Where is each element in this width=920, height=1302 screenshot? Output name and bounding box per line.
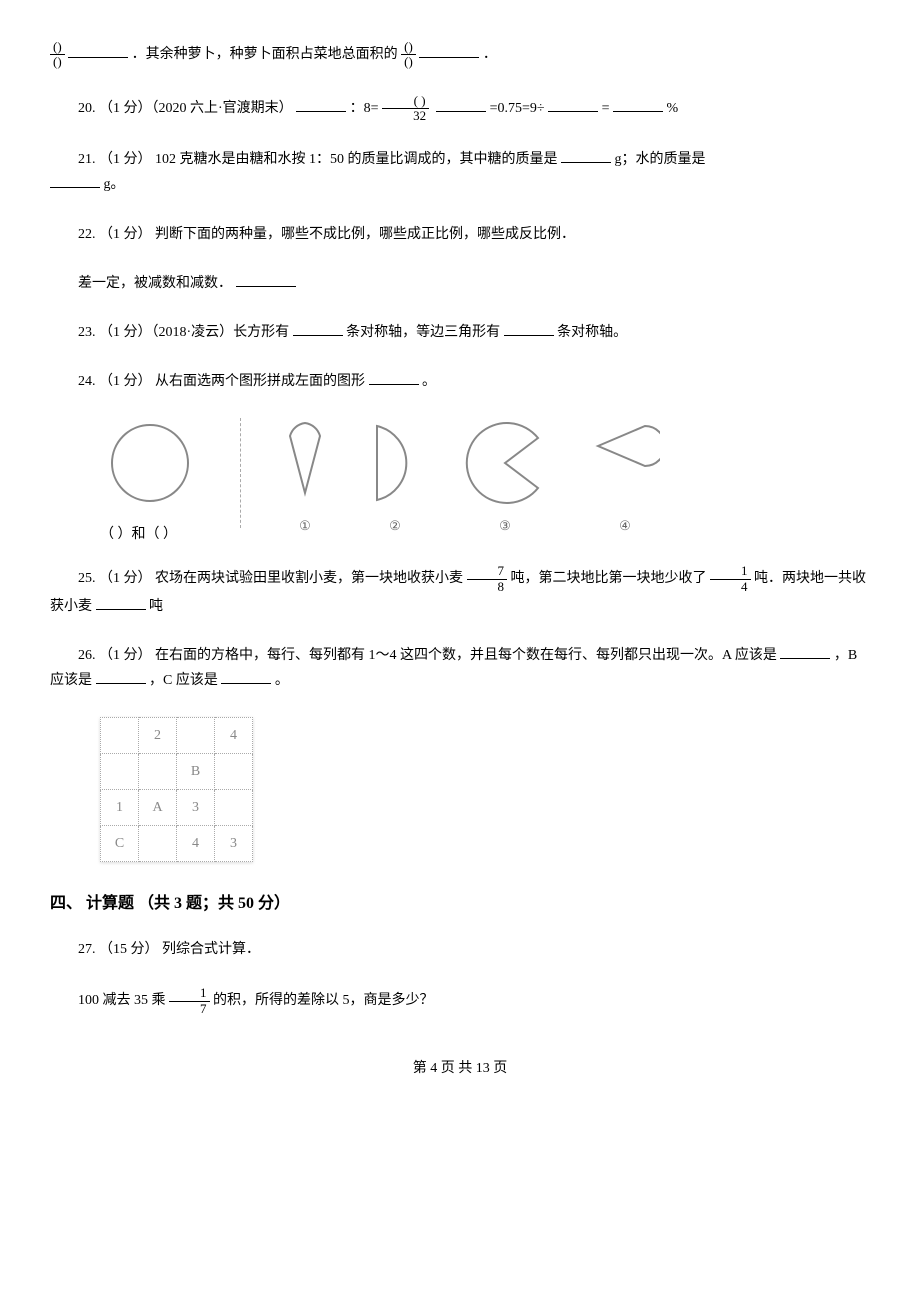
shape-label: ③ [460, 514, 550, 537]
blank [561, 147, 611, 163]
grid-cell [177, 718, 215, 754]
text: 吨 [149, 599, 163, 614]
shape-3: ③ [460, 418, 550, 537]
pacman-icon [460, 418, 550, 508]
circle-icon [100, 418, 200, 518]
table-row: B [101, 754, 253, 790]
text: ．其余种萝卜，种萝卜面积占菜地总面积的 [132, 47, 398, 62]
table-row: 2 4 [101, 718, 253, 754]
grid-cell: 1 [101, 790, 139, 826]
blank [236, 271, 296, 287]
fraction-blank-2: () () [401, 40, 416, 70]
section-4-title: 四、 计算题 （共 3 题；共 50 分） [50, 890, 870, 919]
grid-cell: C [101, 826, 139, 862]
q-prefix: 24. （1 分） 从右面选两个图形拼成左面的图形 [78, 374, 365, 389]
text: g；水的质量是 [615, 152, 706, 167]
grid-puzzle: 2 4 B 1 A 3 C 4 3 [100, 717, 253, 862]
text: 的积，所得的差除以 5，商是多少？ [213, 993, 434, 1008]
shape-label: ① [280, 514, 330, 537]
question-26: 26. （1 分） 在右面的方格中，每行、每列都有 1～4 这四个数，并且每个数… [50, 643, 870, 693]
grid-cell: 3 [177, 790, 215, 826]
text: g。 [104, 177, 125, 192]
grid-cell [215, 754, 253, 790]
text: ． [483, 47, 497, 62]
q-prefix: 20. （1 分）（2020 六上·官渡期末） [78, 101, 293, 116]
teardrop-icon [590, 418, 660, 508]
page-footer: 第 4 页 共 13 页 [50, 1056, 870, 1081]
blank [504, 320, 554, 336]
shape-2: ② [365, 418, 425, 537]
question-25: 25. （1 分） 农场在两块试验田里收割小麦，第一块地收获小麦 7 8 吨，第… [50, 564, 870, 619]
grid-cell: B [177, 754, 215, 790]
shapes-row: （ ）和（ ） ① ② ③ ④ [100, 418, 870, 548]
text: 条对称轴。 [557, 325, 627, 340]
blank [293, 320, 343, 336]
grid-cell: 3 [215, 826, 253, 862]
wedge-icon [280, 418, 330, 508]
blank [780, 643, 830, 659]
fraction: 1 4 [710, 564, 751, 594]
continuation-text: () () ．其余种萝卜，种萝卜面积占菜地总面积的 () () ． [50, 40, 870, 70]
shape-label: ② [365, 514, 425, 537]
table-row: C 4 3 [101, 826, 253, 862]
q-prefix: 23. （1 分）（2018·凌云）长方形有 [78, 325, 289, 340]
question-20: 20. （1 分）（2020 六上·官渡期末） ：8= ( ) 32 =0.75… [50, 94, 870, 124]
blank [613, 96, 663, 112]
question-24: 24. （1 分） 从右面选两个图形拼成左面的图形 。 [50, 369, 870, 394]
q-prefix: 26. （1 分） 在右面的方格中，每行、每列都有 1～4 这四个数，并且每个数… [78, 648, 777, 663]
text: 吨，第二块地比第一块地少收了 [511, 571, 707, 586]
text: 。 [422, 374, 436, 389]
grid-cell [139, 826, 177, 862]
text: ，C 应该是 [149, 673, 218, 688]
q-prefix: 27. （15 分） 列综合式计算． [78, 942, 260, 957]
text: 差一定，被减数和减数． [78, 276, 232, 291]
blank [96, 594, 146, 610]
fraction: ( ) 32 [382, 94, 429, 124]
grid-cell: 4 [215, 718, 253, 754]
grid-cell [101, 718, 139, 754]
question-21: 21. （1 分） 102 克糖水是由糖和水按 1：50 的质量比调成的，其中糖… [50, 147, 870, 197]
grid-cell [139, 754, 177, 790]
blank [419, 42, 479, 58]
fraction-blank-1: () () [50, 40, 65, 70]
text: % [666, 101, 678, 116]
blank [50, 172, 100, 188]
text: 100 减去 35 乘 [78, 993, 166, 1008]
q-prefix: 21. （1 分） 102 克糖水是由糖和水按 1：50 的质量比调成的，其中糖… [78, 152, 558, 167]
text: 条对称轴，等边三角形有 [346, 325, 500, 340]
grid-cell: 4 [177, 826, 215, 862]
text: ：8= [350, 101, 379, 116]
q-prefix: 22. （1 分） 判断下面的两种量，哪些不成比例，哪些成正比例，哪些成反比例． [78, 227, 575, 242]
divider [240, 418, 241, 528]
grid-cell [101, 754, 139, 790]
question-27: 27. （15 分） 列综合式计算． [50, 937, 870, 962]
fraction: 1 7 [169, 986, 210, 1016]
shape-1: ① [280, 418, 330, 537]
blank [548, 96, 598, 112]
question-22-line2: 差一定，被减数和减数． [50, 271, 870, 296]
fraction: 7 8 [467, 564, 508, 594]
question-22: 22. （1 分） 判断下面的两种量，哪些不成比例，哪些成正比例，哪些成反比例． [50, 222, 870, 247]
shape-caption: （ ）和（ ） [100, 522, 200, 547]
question-27-line2: 100 减去 35 乘 1 7 的积，所得的差除以 5，商是多少？ [50, 986, 870, 1016]
text: =0.75=9÷ [490, 101, 545, 116]
shape-4: ④ [590, 418, 660, 537]
grid-cell [215, 790, 253, 826]
blank [68, 42, 128, 58]
text: = [602, 101, 610, 116]
halfcircle-icon [365, 418, 425, 508]
text: 。 [275, 673, 289, 688]
shape-circle-target: （ ）和（ ） [100, 418, 200, 547]
blank [296, 96, 346, 112]
grid-cell: A [139, 790, 177, 826]
blank [221, 668, 271, 684]
q-prefix: 25. （1 分） 农场在两块试验田里收割小麦，第一块地收获小麦 [78, 571, 463, 586]
blank [96, 668, 146, 684]
table-row: 1 A 3 [101, 790, 253, 826]
shape-label: ④ [590, 514, 660, 537]
question-23: 23. （1 分）（2018·凌云）长方形有 条对称轴，等边三角形有 条对称轴。 [50, 320, 870, 345]
grid-cell: 2 [139, 718, 177, 754]
blank [436, 96, 486, 112]
blank [369, 369, 419, 385]
